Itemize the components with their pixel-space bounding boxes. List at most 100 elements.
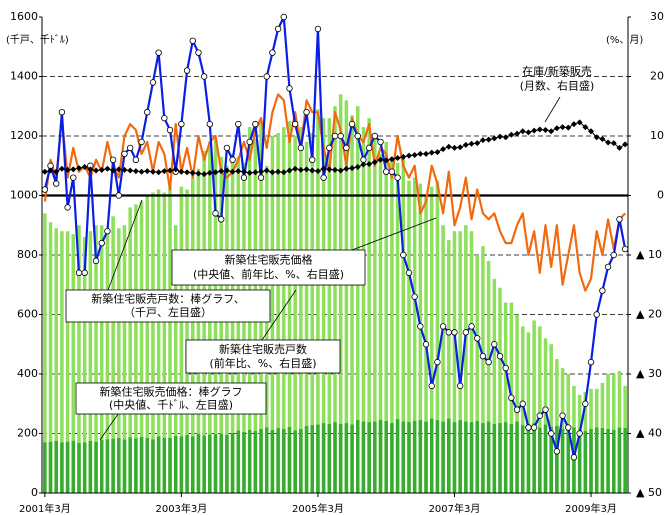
marker: [252, 169, 259, 176]
marker: [365, 144, 373, 152]
marker: [184, 169, 191, 176]
marker: [383, 168, 390, 175]
bar: [242, 432, 246, 493]
bar: [583, 431, 588, 493]
marker: [286, 85, 293, 92]
bar: [111, 216, 115, 493]
bar: [492, 278, 497, 493]
bar: [321, 423, 326, 493]
marker: [75, 269, 83, 277]
marker: [525, 129, 532, 136]
bar: [384, 141, 388, 493]
bar: [145, 195, 150, 493]
bar: [338, 94, 343, 493]
marker: [445, 329, 452, 336]
y2-tick-label: 20: [650, 70, 664, 83]
bar: [270, 429, 275, 493]
bar: [111, 438, 115, 493]
bar: [82, 237, 87, 493]
bar: [418, 420, 423, 493]
bar: [230, 153, 235, 493]
x-tick-label: 2009年3月: [565, 502, 617, 515]
bar: [156, 189, 161, 494]
arrow: [99, 413, 119, 441]
bar: [589, 429, 593, 493]
marker: [331, 132, 339, 140]
marker: [514, 130, 521, 137]
marker: [468, 140, 475, 147]
bar: [543, 338, 548, 493]
x-tick-label: 2005年3月: [292, 502, 344, 515]
marker: [92, 257, 100, 265]
bar: [520, 425, 525, 493]
marker: [565, 124, 572, 131]
marker: [115, 166, 122, 173]
marker: [354, 132, 361, 140]
bar: [162, 437, 167, 493]
marker: [570, 454, 578, 461]
marker: [559, 124, 566, 131]
marker: [388, 168, 396, 175]
bar: [441, 421, 445, 493]
marker: [240, 168, 247, 175]
bar: [452, 231, 457, 493]
marker: [434, 149, 441, 156]
bar: [264, 165, 269, 493]
marker: [491, 135, 498, 142]
right-unit: (%、月): [606, 34, 643, 46]
marker: [559, 412, 566, 419]
bar: [77, 225, 81, 493]
bar: [316, 109, 320, 493]
marker: [377, 138, 384, 146]
marker: [309, 167, 316, 174]
marker: [223, 144, 231, 152]
bar: [367, 118, 371, 494]
bar: [538, 427, 542, 493]
marker: [502, 134, 509, 141]
bar: [429, 418, 434, 493]
marker: [576, 119, 583, 126]
marker: [291, 120, 299, 128]
bar: [196, 168, 201, 493]
bar: [117, 228, 121, 493]
marker: [98, 166, 105, 173]
bar: [526, 423, 531, 493]
bar: [469, 231, 474, 493]
marker: [587, 358, 595, 366]
marker: [212, 169, 219, 176]
marker: [75, 165, 82, 172]
marker: [519, 128, 526, 135]
marker: [479, 137, 486, 144]
bar: [344, 100, 349, 494]
bar: [60, 231, 64, 493]
marker: [343, 165, 350, 172]
x-tick-label: 2007年3月: [429, 502, 481, 515]
marker: [297, 166, 304, 173]
marker: [53, 180, 60, 187]
bar: [128, 437, 132, 493]
y2-tick-label: ▲ 10: [636, 248, 662, 261]
marker: [246, 138, 253, 146]
marker: [599, 135, 606, 142]
marker: [593, 311, 600, 318]
marker: [513, 406, 521, 413]
bar: [94, 441, 98, 493]
marker: [349, 165, 356, 172]
marker: [440, 146, 447, 153]
bar: [407, 180, 411, 493]
bar: [304, 426, 309, 493]
bar: [99, 440, 104, 493]
bar: [208, 434, 212, 493]
bar: [333, 106, 337, 493]
marker: [64, 166, 71, 173]
marker: [400, 251, 407, 259]
marker: [434, 358, 441, 366]
bar: [134, 204, 138, 494]
marker: [132, 156, 140, 163]
marker: [167, 167, 174, 174]
bar: [54, 228, 58, 493]
marker: [149, 168, 156, 175]
y-tick-label: 0: [31, 486, 38, 499]
marker: [81, 163, 88, 170]
